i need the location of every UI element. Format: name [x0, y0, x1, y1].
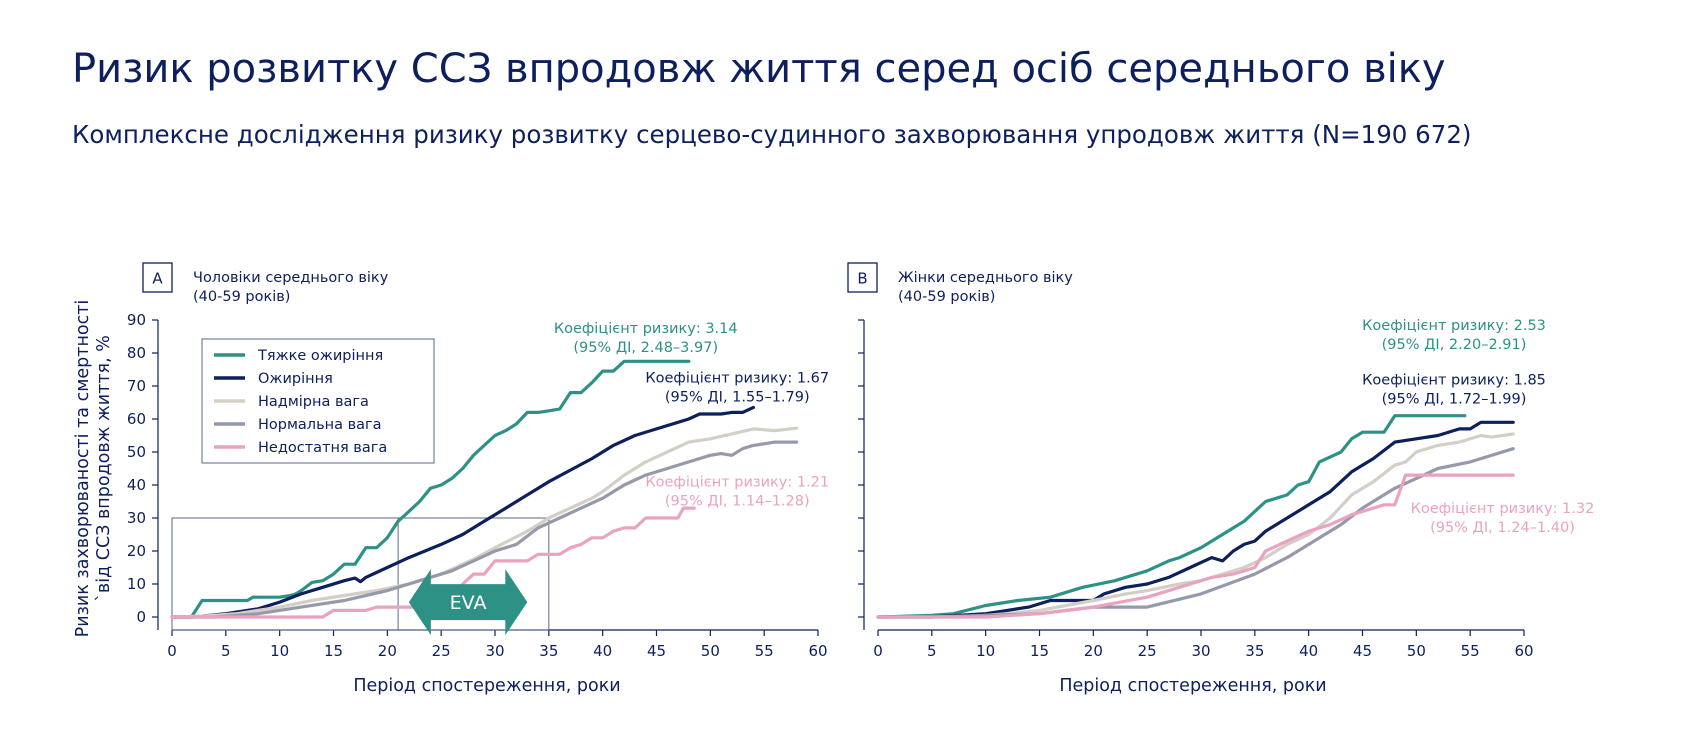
panel-letter-box: [847, 262, 878, 293]
panel-letter: A: [152, 270, 163, 288]
hazard-ratio-annotation: Коефіцієнт ризику: 1.67: [645, 371, 829, 387]
y-tick-label: 60: [127, 410, 146, 428]
series-line-overweight: [876, 432, 1515, 619]
x-tick-label: 60: [808, 642, 827, 660]
hazard-ratio-annotation: Коефіцієнт ризику: 1.85: [1362, 372, 1546, 388]
x-tick-label: 15: [1030, 642, 1049, 660]
hazard-ratio-annotation: Коефіцієнт ризику: 3.14: [554, 321, 738, 337]
x-tick-label: 10: [270, 642, 289, 660]
y-tick-label: 80: [127, 344, 146, 362]
y-tick-label: 50: [127, 443, 146, 461]
x-tick-label: 20: [378, 642, 397, 660]
x-tick-label: 55: [755, 642, 774, 660]
y-tick-label: 90: [127, 311, 146, 329]
x-tick-label: 40: [593, 642, 612, 660]
x-tick-label: 45: [1353, 642, 1372, 660]
series-line-underweight: [170, 506, 696, 619]
x-axis-label: Період спостереження, роки: [353, 676, 620, 696]
panel-title-line: (40-59 років): [193, 289, 290, 305]
panel-letter-box: [142, 262, 173, 293]
x-tick-label: 0: [873, 642, 883, 660]
x-tick-label: 50: [701, 642, 720, 660]
hazard-ratio-annotation: (95% ДІ, 1.14–1.28): [665, 494, 810, 510]
series-line-normal: [170, 440, 799, 619]
hazard-ratio-annotation: (95% ДІ, 1.72–1.99): [1382, 391, 1527, 407]
legend-label: Тяжке ожиріння: [257, 348, 383, 364]
chart-panel-b: B Жінки середнього віку (40-59 років) 0 5 10 1…: [847, 262, 1595, 696]
y-tick-label: 30: [127, 509, 146, 527]
x-tick-label: 15: [324, 642, 343, 660]
x-tick-label: 35: [539, 642, 558, 660]
x-tick-label: 30: [485, 642, 504, 660]
highlight-box: [171, 517, 550, 631]
x-tick-label: 50: [1407, 642, 1426, 660]
series-line-obesity: [170, 405, 756, 619]
panel-letter: B: [857, 270, 867, 288]
x-tick-label: 20: [1084, 642, 1103, 660]
hazard-ratio-annotation: Коефіцієнт ризику: 1.21: [645, 475, 829, 491]
x-tick-label: 25: [432, 642, 451, 660]
x-tick-label: 35: [1245, 642, 1264, 660]
hazard-ratio-annotation: (95% ДІ, 1.55–1.79): [665, 390, 810, 406]
y-tick-label: 0: [136, 608, 146, 626]
y-axis-label-line: `від ССЗ впродовж життя, %: [94, 335, 114, 602]
eva-double-arrow: [408, 569, 528, 636]
x-tick-label: 45: [647, 642, 666, 660]
page-title: Ризик розвитку ССЗ впродовж життя серед …: [72, 46, 1446, 92]
hazard-ratio-annotation: (95% ДІ, 1.24–1.40): [1430, 520, 1575, 536]
hazard-ratio-annotation: Коефіцієнт ризику: 1.32: [1411, 501, 1595, 517]
y-tick-label: 20: [127, 542, 146, 560]
legend-label: Ожиріння: [258, 371, 333, 387]
chart-panel-a: A Чоловіки середнього віку (40-59 років) 0 5…: [73, 262, 829, 696]
panel-title-line: Чоловіки середнього віку: [193, 270, 389, 286]
legend-label: Недостатня вага: [258, 440, 387, 456]
page-subtitle: Комплексне дослідження ризику розвитку с…: [72, 120, 1472, 149]
x-tick-label: 0: [167, 642, 177, 660]
y-tick-label: 40: [127, 476, 146, 494]
hazard-ratio-annotation: (95% ДІ, 2.20–2.91): [1382, 337, 1527, 353]
x-tick-label: 40: [1299, 642, 1318, 660]
series-line-severe-obesity: [876, 414, 1467, 619]
hazard-ratio-annotation: (95% ДІ, 2.48–3.97): [573, 340, 718, 356]
y-tick-label: 10: [127, 575, 146, 593]
series-line-overweight: [170, 426, 799, 619]
series-line-underweight: [876, 473, 1515, 619]
x-tick-label: 60: [1514, 642, 1533, 660]
legend-label: Надмірна вага: [258, 394, 369, 410]
series-line-obesity: [876, 420, 1515, 619]
legend-label: Нормальна вага: [258, 417, 382, 433]
hazard-ratio-annotation: Коефіцієнт ризику: 2.53: [1362, 318, 1546, 334]
x-axis-label: Період спостереження, роки: [1059, 676, 1326, 696]
panel-title-line: Жінки середнього віку: [898, 270, 1073, 286]
y-tick-label: 70: [127, 377, 146, 395]
x-tick-label: 5: [221, 642, 231, 660]
series-line-severe-obesity: [170, 359, 691, 619]
x-tick-label: 5: [927, 642, 937, 660]
eva-label: EVA: [450, 592, 487, 614]
x-tick-label: 30: [1191, 642, 1210, 660]
legend: Тяжке ожиріння Ожиріння Надмірна вага Норма…: [201, 338, 435, 464]
panel-title-line: (40-59 років): [898, 289, 995, 305]
y-axis-label-line: Ризик захворюваності та смертності: [73, 300, 93, 638]
x-tick-label: 10: [976, 642, 995, 660]
x-tick-label: 25: [1138, 642, 1157, 660]
x-tick-label: 55: [1461, 642, 1480, 660]
